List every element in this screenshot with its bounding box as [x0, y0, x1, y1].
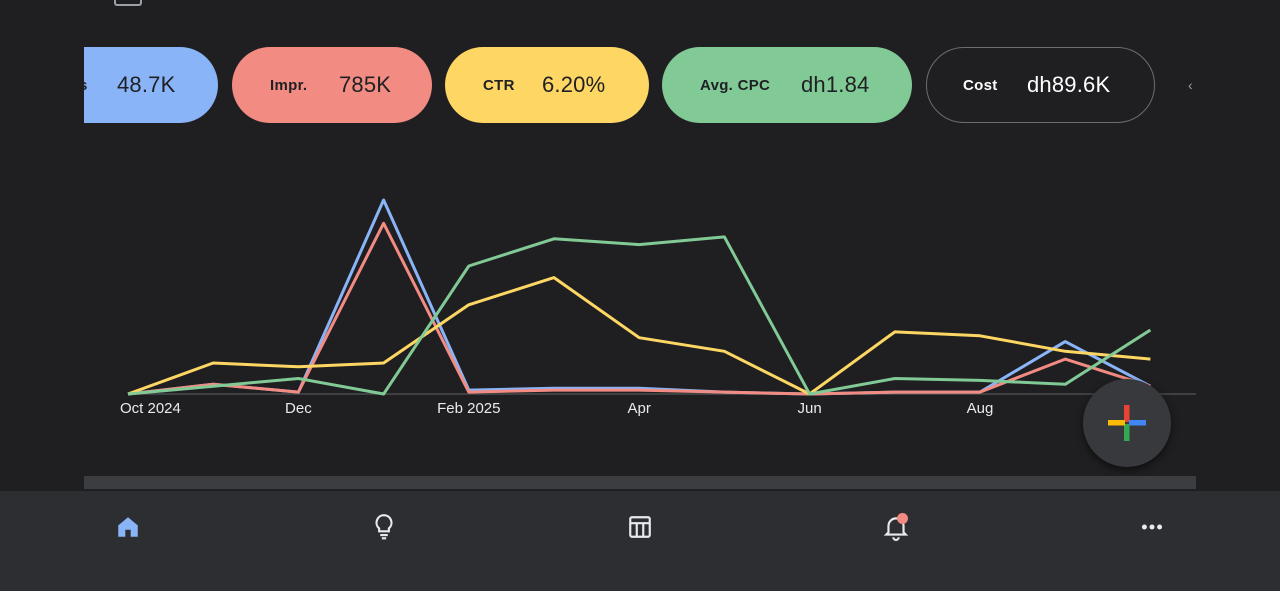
chart-series-layer [127, 198, 1152, 396]
metric-chip-label: Cost [963, 76, 998, 94]
performance-chart: Oct 2024 Dec Feb 2025 Apr Jun Aug [120, 198, 1196, 417]
x-tick-label: Aug [967, 400, 994, 417]
metric-chip-value: 6.20% [542, 72, 606, 97]
series-line-ctr [127, 276, 1151, 396]
series-line-impr [127, 221, 1151, 396]
bottom-navigation [0, 491, 1280, 591]
nav-item-notifications[interactable] [868, 511, 924, 543]
notification-badge [897, 513, 908, 524]
google-plus-icon [1108, 405, 1146, 441]
select-checkbox[interactable] [114, 0, 142, 6]
chart-tick-layer: Oct 2024 Dec Feb 2025 Apr Jun Aug [120, 400, 993, 417]
chevron-left-icon: ‹ [1188, 77, 1193, 93]
x-tick-label: Jun [798, 400, 822, 417]
metric-chip-value: dh89.6K [1027, 72, 1111, 97]
metric-chips: s 48.7K Impr. 785K CTR 6.20% Avg. CPC dh… [84, 47, 1196, 124]
horizontal-scrollbar[interactable] [84, 476, 1196, 489]
metric-chip-value: 785K [339, 72, 392, 97]
create-fab-button[interactable] [1083, 379, 1171, 467]
nav-item-recommendations[interactable] [356, 511, 412, 543]
x-tick-label: Dec [285, 400, 312, 417]
metric-chip-value: dh1.84 [801, 72, 870, 97]
metric-chip-next-partial[interactable]: ‹ [1188, 47, 1196, 123]
lightbulb-icon [375, 514, 393, 540]
metric-chip-label: CTR [483, 76, 515, 94]
more-horizontal-icon [1141, 524, 1163, 530]
x-tick-label: Oct 2024 [120, 400, 181, 417]
metric-chip-cost[interactable]: Cost dh89.6K [926, 47, 1155, 123]
x-tick-label: Apr [628, 400, 651, 417]
home-icon [118, 517, 138, 537]
series-line-avg-cpc [127, 235, 1152, 396]
nav-item-overview[interactable] [100, 511, 156, 543]
metric-chip-label: s [84, 77, 88, 94]
metric-chip-label: Impr. [270, 76, 308, 94]
metric-chip-value: 48.7K [117, 72, 176, 97]
nav-item-more[interactable] [1124, 511, 1180, 543]
metric-chip-impressions[interactable]: Impr. 785K [232, 47, 432, 123]
nav-item-campaigns[interactable] [612, 511, 668, 543]
table-icon [629, 516, 651, 538]
metric-chip-label: Avg. CPC [700, 76, 771, 94]
x-tick-label: Feb 2025 [437, 400, 500, 417]
metric-chip-clicks[interactable]: s 48.7K [84, 47, 218, 123]
metric-chip-avg-cpc[interactable]: Avg. CPC dh1.84 [662, 47, 912, 123]
metric-chip-ctr[interactable]: CTR 6.20% [445, 47, 649, 123]
